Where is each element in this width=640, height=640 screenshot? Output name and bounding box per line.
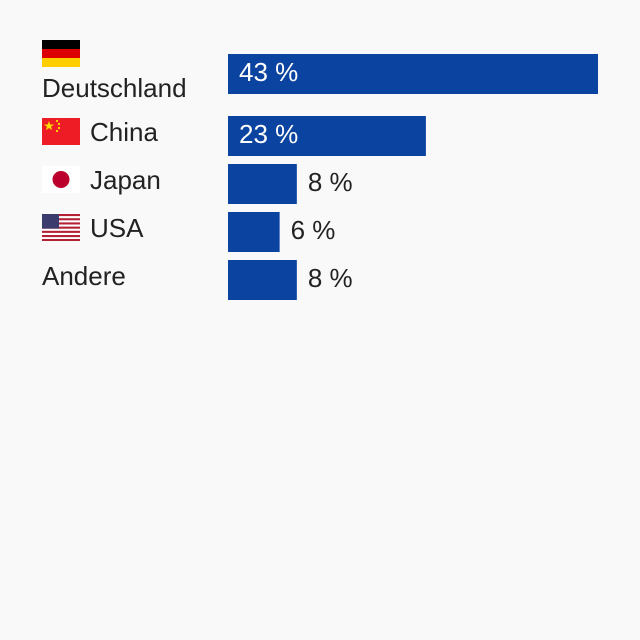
- value-label: 8 %: [308, 167, 353, 197]
- bar: [228, 164, 297, 204]
- category-label: China: [90, 117, 158, 147]
- value-label: 43 %: [239, 57, 298, 87]
- category-label: Deutschland: [42, 73, 187, 103]
- flag-usa: [42, 214, 80, 241]
- category-label: Japan: [90, 165, 161, 195]
- category-label: USA: [90, 213, 144, 243]
- flag-china: [42, 118, 80, 145]
- value-label: 6 %: [291, 215, 336, 245]
- flag-germany: [42, 40, 80, 67]
- value-label: 8 %: [308, 263, 353, 293]
- bar: [228, 116, 426, 156]
- bar: [228, 54, 598, 94]
- flag-japan: [42, 166, 80, 193]
- category-label: Andere: [42, 261, 126, 291]
- value-label: 23 %: [239, 119, 298, 149]
- bar: [228, 212, 280, 252]
- bar: [228, 260, 297, 300]
